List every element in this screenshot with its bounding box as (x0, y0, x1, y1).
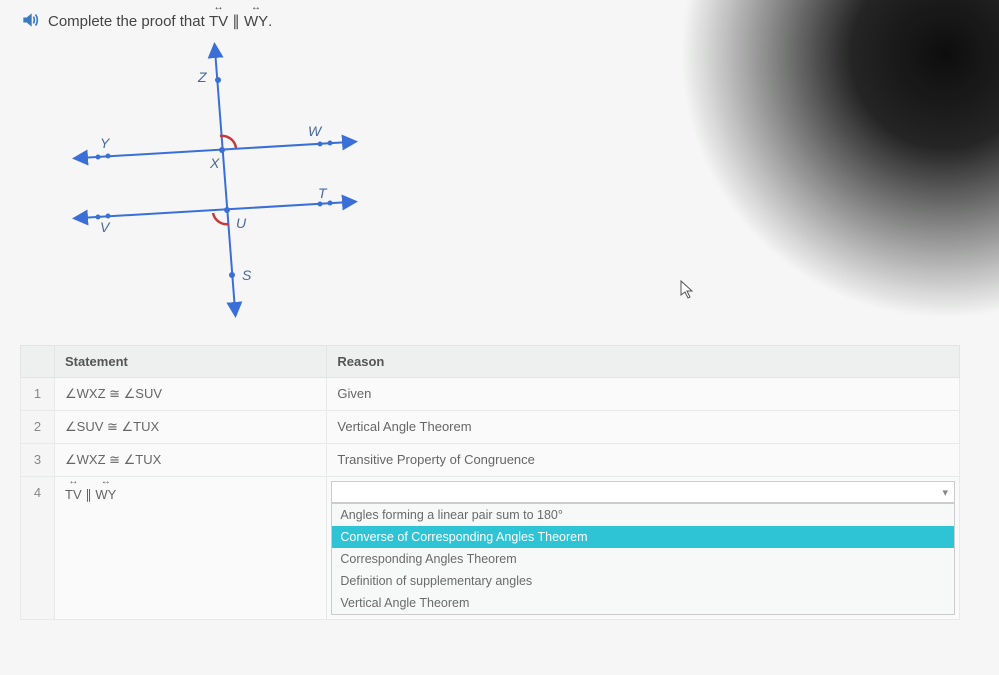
parallel-symbol: ∥ (85, 487, 92, 502)
label-u: U (236, 215, 247, 231)
label-v: V (100, 219, 111, 235)
question-row: Complete the proof that TV ∥ WY. (20, 10, 979, 30)
dropdown-option[interactable]: Angles forming a linear pair sum to 180° (332, 504, 954, 526)
parallel-symbol: ∥ (232, 13, 240, 30)
geometry-diagram: Z W Y X T V U S (60, 40, 979, 325)
row-number: 4 (21, 477, 55, 620)
label-s: S (242, 267, 252, 283)
segment-wy: WY (95, 485, 116, 502)
proof-table: Statement Reason 1 ∠WXZ ≅ ∠SUV Given 2 ∠… (20, 345, 960, 620)
segment-tv: TV (209, 11, 228, 30)
header-statement: Statement (55, 346, 327, 378)
reason-cell: Given (327, 378, 960, 411)
reason-cell: Vertical Angle Theorem (327, 411, 960, 444)
label-t: T (318, 185, 328, 201)
label-x: X (209, 155, 220, 171)
table-header-row: Statement Reason (21, 346, 960, 378)
statement-cell: ∠WXZ ≅ ∠SUV (55, 378, 327, 411)
header-blank (21, 346, 55, 378)
question-text: Complete the proof that TV ∥ WY. (48, 11, 272, 30)
statement-cell: ∠WXZ ≅ ∠TUX (55, 444, 327, 477)
row-number: 3 (21, 444, 55, 477)
dropdown-list: Angles forming a linear pair sum to 180°… (331, 503, 955, 615)
statement-cell: ∠SUV ≅ ∠TUX (55, 411, 327, 444)
question-prefix: Complete the proof that (48, 13, 205, 30)
header-reason: Reason (327, 346, 960, 378)
table-row: 2 ∠SUV ≅ ∠TUX Vertical Angle Theorem (21, 411, 960, 444)
row-number: 1 (21, 378, 55, 411)
label-y: Y (100, 135, 111, 151)
dropdown-option[interactable]: Corresponding Angles Theorem (332, 548, 954, 570)
dropdown-option[interactable]: Vertical Angle Theorem (332, 592, 954, 614)
row-number: 2 (21, 411, 55, 444)
statement-cell: TV ∥ WY (55, 477, 327, 620)
question-suffix: . (268, 13, 272, 30)
table-row: 3 ∠WXZ ≅ ∠TUX Transitive Property of Con… (21, 444, 960, 477)
segment-wy: WY (244, 11, 268, 30)
segment-tv: TV (65, 485, 82, 502)
reason-cell: Transitive Property of Congruence (327, 444, 960, 477)
dropdown-input[interactable]: ▾ (331, 481, 955, 503)
label-z: Z (197, 69, 207, 85)
label-w: W (308, 123, 323, 139)
reason-cell-dropdown: ▾ Angles forming a linear pair sum to 18… (327, 477, 960, 620)
table-row: 1 ∠WXZ ≅ ∠SUV Given (21, 378, 960, 411)
table-row: 4 TV ∥ WY ▾ Angles forming a linear pair… (21, 477, 960, 620)
dropdown-option[interactable]: Definition of supplementary angles (332, 570, 954, 592)
speaker-icon[interactable] (20, 10, 40, 30)
dropdown-option[interactable]: Converse of Corresponding Angles Theorem (332, 526, 954, 548)
reason-dropdown[interactable]: ▾ Angles forming a linear pair sum to 18… (331, 481, 955, 615)
chevron-down-icon: ▾ (942, 486, 948, 499)
